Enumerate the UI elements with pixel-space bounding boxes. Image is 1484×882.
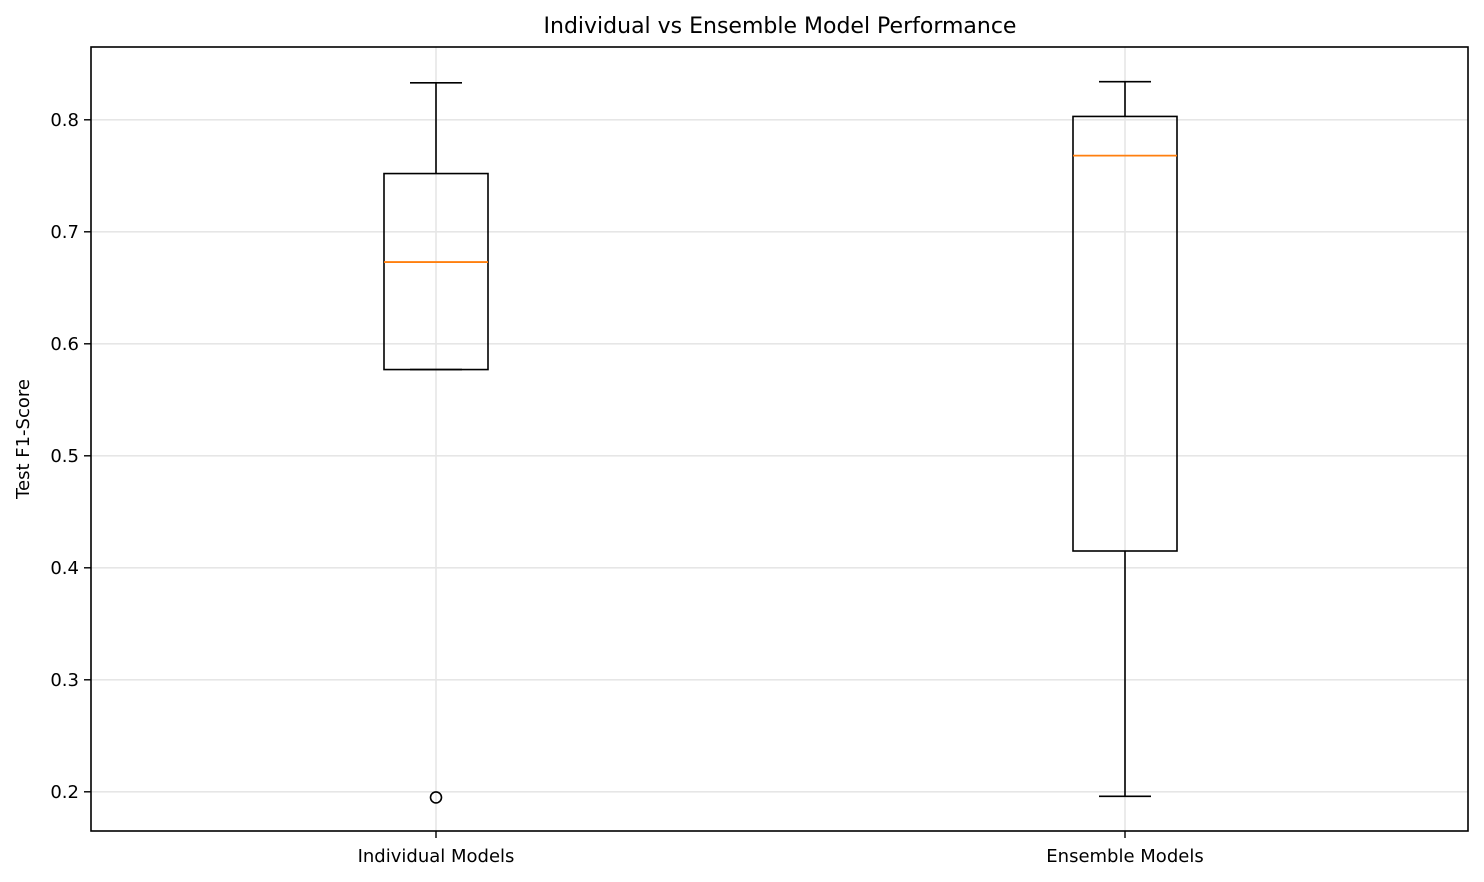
plot-frame — [90, 46, 1469, 832]
y-tick-label: 0.3 — [50, 670, 79, 691]
box-layer — [383, 80, 1178, 804]
iqr-box — [383, 172, 489, 371]
box-group — [383, 82, 489, 804]
box-group — [1072, 80, 1178, 798]
x-tick-label: Individual Models — [358, 846, 515, 867]
iqr-box — [1072, 115, 1178, 552]
y-tick-label: 0.5 — [50, 446, 79, 467]
outlier-point — [429, 791, 443, 804]
tick-layer: 0.2 0.3 0.4 0.5 0.6 0.7 0.8 Individual Models En… — [50, 110, 1203, 867]
grid-layer — [91, 47, 1468, 831]
y-tick-label: 0.7 — [50, 222, 79, 243]
chart-title: Individual vs Ensemble Model Performance — [544, 14, 1017, 39]
y-tick-label: 0.4 — [50, 558, 79, 579]
x-tick-label: Ensemble Models — [1046, 846, 1203, 867]
y-tick-label: 0.2 — [50, 782, 79, 803]
y-tick-label: 0.8 — [50, 110, 79, 131]
y-axis-label: Test F1-Score — [13, 379, 34, 500]
y-tick-label: 0.6 — [50, 334, 79, 355]
